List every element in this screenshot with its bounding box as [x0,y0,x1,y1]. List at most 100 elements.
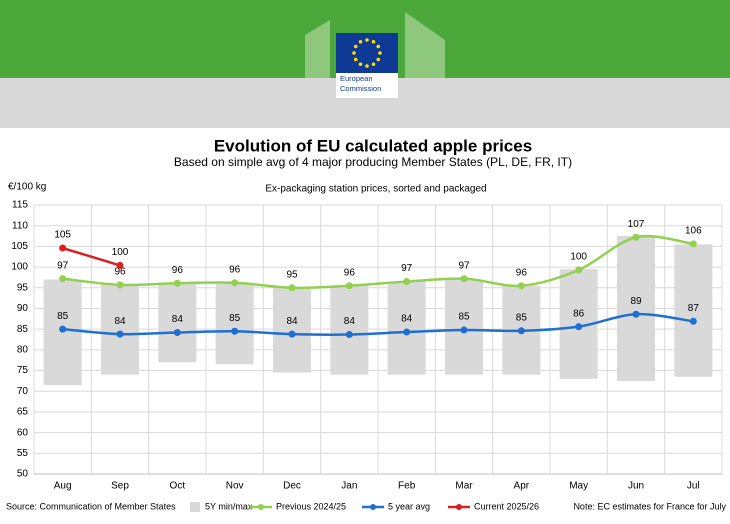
star [353,57,358,62]
data-label: 96 [344,267,356,278]
legend-marker [456,504,462,510]
legend-swatch [190,502,200,512]
legend-label: Current 2025/26 [474,501,539,511]
star [358,39,363,44]
y-tick-label: 80 [17,344,29,355]
point [173,279,181,287]
point [288,330,296,338]
x-tick-label: May [569,481,588,492]
data-label: 100 [112,247,129,258]
point [59,275,67,283]
range-bar [215,283,254,365]
logo-text: Commission [340,84,381,93]
x-tick-label: Jan [341,481,357,492]
series-line [62,313,694,336]
x-tick-label: Sep [111,481,129,492]
legend-label: 5Y min/max [205,501,253,511]
point [689,240,697,248]
star [371,62,376,67]
star [365,64,369,68]
x-tick-label: Mar [455,481,473,492]
y-tick-label: 65 [17,407,29,418]
point [575,266,583,274]
point [59,244,67,252]
x-tick-label: Apr [514,481,530,492]
data-label: 85 [516,312,528,323]
data-label: 96 [114,267,126,278]
range-bar [273,287,311,373]
point [632,233,640,241]
point [517,327,525,335]
legend-marker [258,504,264,510]
point [460,326,468,334]
chart-subtitle: Based on simple avg of 4 major producing… [174,155,572,169]
data-label: 96 [229,264,241,275]
point [173,328,181,336]
y-axis-label: €/100 kg [8,182,46,193]
range-bar [674,244,713,377]
legend-label: Previous 2024/25 [276,501,346,511]
star [352,51,356,55]
y-tick-label: 85 [17,324,29,335]
range-bar [158,283,197,363]
point [460,275,468,283]
y-tick-label: 50 [17,469,29,480]
x-tick-label: Feb [398,481,416,492]
data-label: 96 [516,267,528,278]
point [59,325,67,333]
y-tick-label: 100 [11,262,28,273]
logo-box [336,73,398,98]
data-label: 105 [54,230,71,241]
point [345,282,353,290]
data-label: 100 [570,252,587,263]
star [376,44,381,49]
data-label: 89 [630,296,642,307]
point [517,282,525,290]
point [288,284,296,292]
x-tick-label: Nov [226,481,244,492]
building [305,12,445,78]
data-label: 84 [114,316,126,327]
point [403,278,411,286]
legend-marker [370,504,376,510]
data-label: 106 [685,226,702,237]
data-label: 107 [628,219,645,230]
data-label: 95 [286,269,298,280]
source: Source: Communication of Member States [6,501,176,511]
y-tick-label: 75 [17,365,29,376]
logo-text: European [340,74,373,83]
x-tick-label: Jun [628,481,644,492]
annotation: Ex-packaging station prices, sorted and … [265,184,486,195]
stars [352,38,382,68]
data-label: 84 [401,314,413,325]
data-label: 97 [401,263,413,274]
y-tick-label: 110 [12,220,28,231]
range-bar [617,236,655,381]
data-label: 96 [172,265,184,276]
range-bar [330,285,369,375]
data-label: 84 [286,316,298,327]
series-line [62,235,694,290]
range-bar [387,281,426,375]
point [116,261,124,269]
y-tick-label: 115 [12,200,28,211]
data-label: 84 [172,314,184,325]
data-label: 97 [57,260,69,271]
y-tick-label: 70 [17,386,29,397]
data-label: 84 [344,316,356,327]
star [376,57,381,62]
data-label: 87 [688,303,700,314]
y-tick-label: 105 [11,241,28,252]
star [378,51,382,55]
y-tick-label: 90 [17,303,29,314]
data-label: 97 [458,260,470,271]
x-tick-label: Oct [170,481,186,492]
point [575,323,583,331]
point [689,317,697,325]
data-label: 86 [573,308,585,319]
x-tick-label: Dec [283,481,301,492]
y-tick-label: 95 [17,282,29,293]
point [403,328,411,336]
star [365,38,369,42]
chart-title: Evolution of EU calculated apple prices [214,136,532,155]
